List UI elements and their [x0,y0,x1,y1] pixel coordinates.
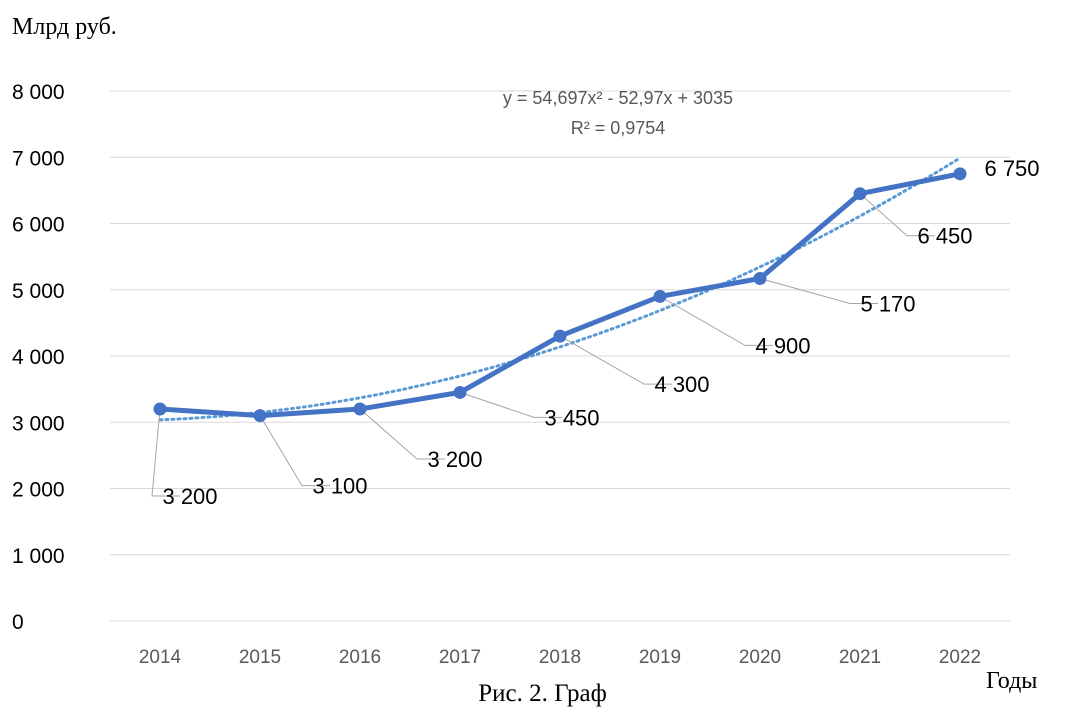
y-tick-label: 2 000 [12,479,65,502]
y-tick-label: 7 000 [12,147,65,170]
x-tick-label: 2015 [239,647,281,668]
data-label: 5 170 [860,291,915,316]
y-tick-label: 0 [12,611,24,634]
data-label: 3 100 [312,474,367,499]
x-tick-label: 2017 [439,647,481,668]
data-label-leader [859,193,935,237]
x-tick-label: 2021 [839,647,881,668]
data-point [653,289,667,303]
data-point [453,385,467,399]
y-tick-label: 1 000 [12,545,65,568]
data-label: 6 450 [917,224,972,249]
y-axis-title: Млрд руб. [12,14,117,40]
x-tick-label: 2022 [939,647,981,668]
data-label: 4 300 [654,372,709,397]
y-tick-label: 3 000 [12,412,65,435]
trendline [158,156,962,422]
data-label-leader [559,335,672,385]
data-point [253,409,267,423]
y-tick-label: 8 000 [12,81,65,104]
data-point [953,167,967,181]
data-label: 3 200 [427,447,482,472]
data-label-leader [759,278,878,304]
x-tick-label: 2020 [739,647,781,668]
data-label: 6 750 [984,156,1039,181]
x-axis-title: Годы [986,668,1038,694]
data-label-leader [459,391,562,418]
data-point [353,402,367,416]
data-point [753,271,767,285]
series-line [157,171,963,419]
x-tick-label: 2014 [139,647,182,668]
data-point [153,402,167,416]
x-tick-label: 2018 [539,647,581,668]
data-label-leader [659,295,773,346]
trendline-equation: y = 54,697x² - 52,97x + 3035 [503,88,733,108]
figure-caption: Рис. 2. Граф [478,680,607,707]
data-label-leader [259,415,330,487]
data-label: 3 200 [162,484,217,509]
trendline-r2: R² = 0,9754 [571,118,666,138]
data-label: 4 900 [755,333,810,358]
x-tick-label: 2019 [639,647,681,668]
y-tick-label: 6 000 [12,214,65,237]
x-tick-label: 2016 [339,647,381,668]
data-point [553,329,567,343]
y-tick-label: 5 000 [12,280,65,303]
data-label-leader [359,408,445,460]
data-label-leader [151,408,180,497]
y-tick-label: 4 000 [12,346,65,369]
data-point [853,187,867,201]
data-label: 3 450 [544,405,599,430]
